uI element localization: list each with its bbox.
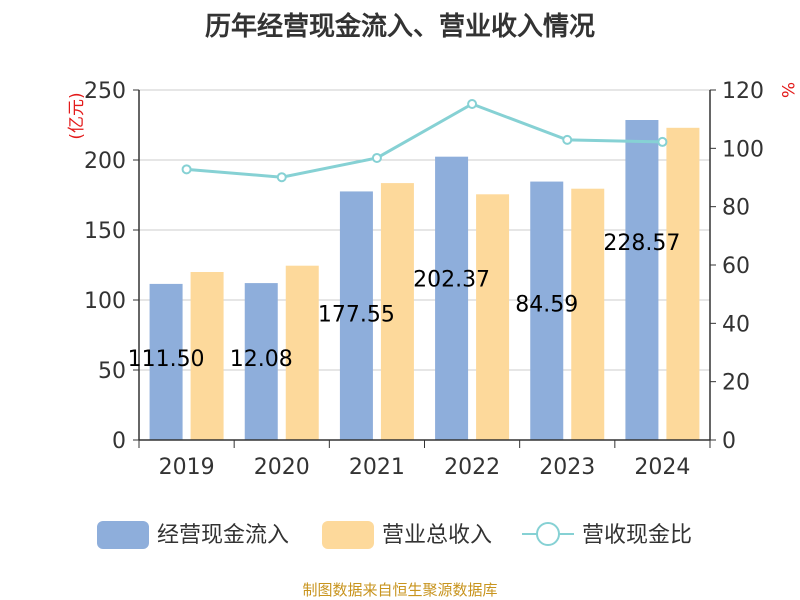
y-left-tick-label: 100 <box>84 289 126 314</box>
ratio-line <box>181 99 668 183</box>
legend-swatch-cash-inflow <box>97 521 149 549</box>
y-right-axis-label: % <box>777 82 797 98</box>
legend: 经营现金流入 营业总收入 营收现金比 <box>97 521 692 549</box>
x-tick-label: 2021 <box>349 455 405 480</box>
y-right-tick-label: 40 <box>722 312 750 337</box>
ratio-point-2024 <box>657 136 668 147</box>
bar-cash-inflow-2023 <box>530 181 564 440</box>
bar-revenue-2021 <box>380 183 414 440</box>
bar-cash-inflow-2019 <box>149 283 183 440</box>
bar-cash-inflow-2022 <box>435 156 469 440</box>
axes: 0 50 100 150 200 250 0 20 40 60 80 100 120 2019 2020 20… <box>67 79 797 480</box>
x-tick-label: 2022 <box>444 455 500 480</box>
data-label-2021: 177.55 <box>318 302 395 327</box>
bar-cash-inflow-2021 <box>339 191 373 440</box>
legend-label-revenue: 营业总收入 <box>382 523 492 548</box>
legend-label-ratio: 营收现金比 <box>582 523 692 548</box>
y-left-tick-label: 50 <box>98 359 126 384</box>
bar-cash-inflow-2020 <box>244 283 278 440</box>
ratio-point-2023 <box>562 134 573 145</box>
bar-revenue-2023 <box>571 188 605 440</box>
y-left-axis-label: (亿元) <box>67 92 87 139</box>
ratio-point-2021 <box>371 152 382 163</box>
y-right-tick-label: 20 <box>722 371 750 396</box>
data-label-2022: 202.37 <box>413 268 490 293</box>
y-right-tick-label: 0 <box>722 429 736 454</box>
y-left-tick-label: 150 <box>84 219 126 244</box>
y-left-tick-label: 0 <box>112 429 126 454</box>
legend-label-cash-inflow: 经营现金流入 <box>157 523 289 548</box>
x-tick-label: 2023 <box>539 455 595 480</box>
y-right-tick-label: 100 <box>722 137 764 162</box>
ratio-point-2022 <box>467 99 478 109</box>
bar-revenue-2020 <box>285 265 319 440</box>
y-left-tick-label: 200 <box>84 149 126 174</box>
data-label-2020: 12.08 <box>230 347 293 372</box>
data-label-2019: 111.50 <box>128 347 205 372</box>
grid-lines <box>139 89 710 371</box>
source-note: 制图数据来自恒生聚源数据库 <box>302 581 498 599</box>
data-label-2024: 228.57 <box>603 231 680 256</box>
y-left-tick-label: 250 <box>84 79 126 104</box>
bars <box>149 120 700 441</box>
bar-cash-inflow-2024 <box>625 120 659 440</box>
x-tick-label: 2019 <box>159 455 215 480</box>
data-label-2023: 84.59 <box>515 293 578 318</box>
bar-revenue-2019 <box>190 272 224 440</box>
data-labels: 111.50 12.08 177.55 202.37 84.59 228.57 <box>128 231 681 372</box>
chart-title: 历年经营现金流入、营业收入情况 <box>204 12 595 42</box>
ratio-point-2019 <box>181 164 192 175</box>
y-right-tick-label: 60 <box>722 254 750 279</box>
legend-marker-ratio <box>536 522 560 546</box>
ratio-point-2020 <box>276 172 287 183</box>
ratio-line-path <box>186 102 663 179</box>
bar-revenue-2022 <box>476 194 510 440</box>
x-tick-label: 2024 <box>634 455 690 480</box>
y-right-tick-label: 120 <box>722 79 764 104</box>
legend-swatch-revenue <box>322 521 374 549</box>
bar-revenue-2024 <box>666 127 700 441</box>
x-tick-label: 2020 <box>254 455 310 480</box>
y-right-tick-label: 80 <box>722 196 750 221</box>
